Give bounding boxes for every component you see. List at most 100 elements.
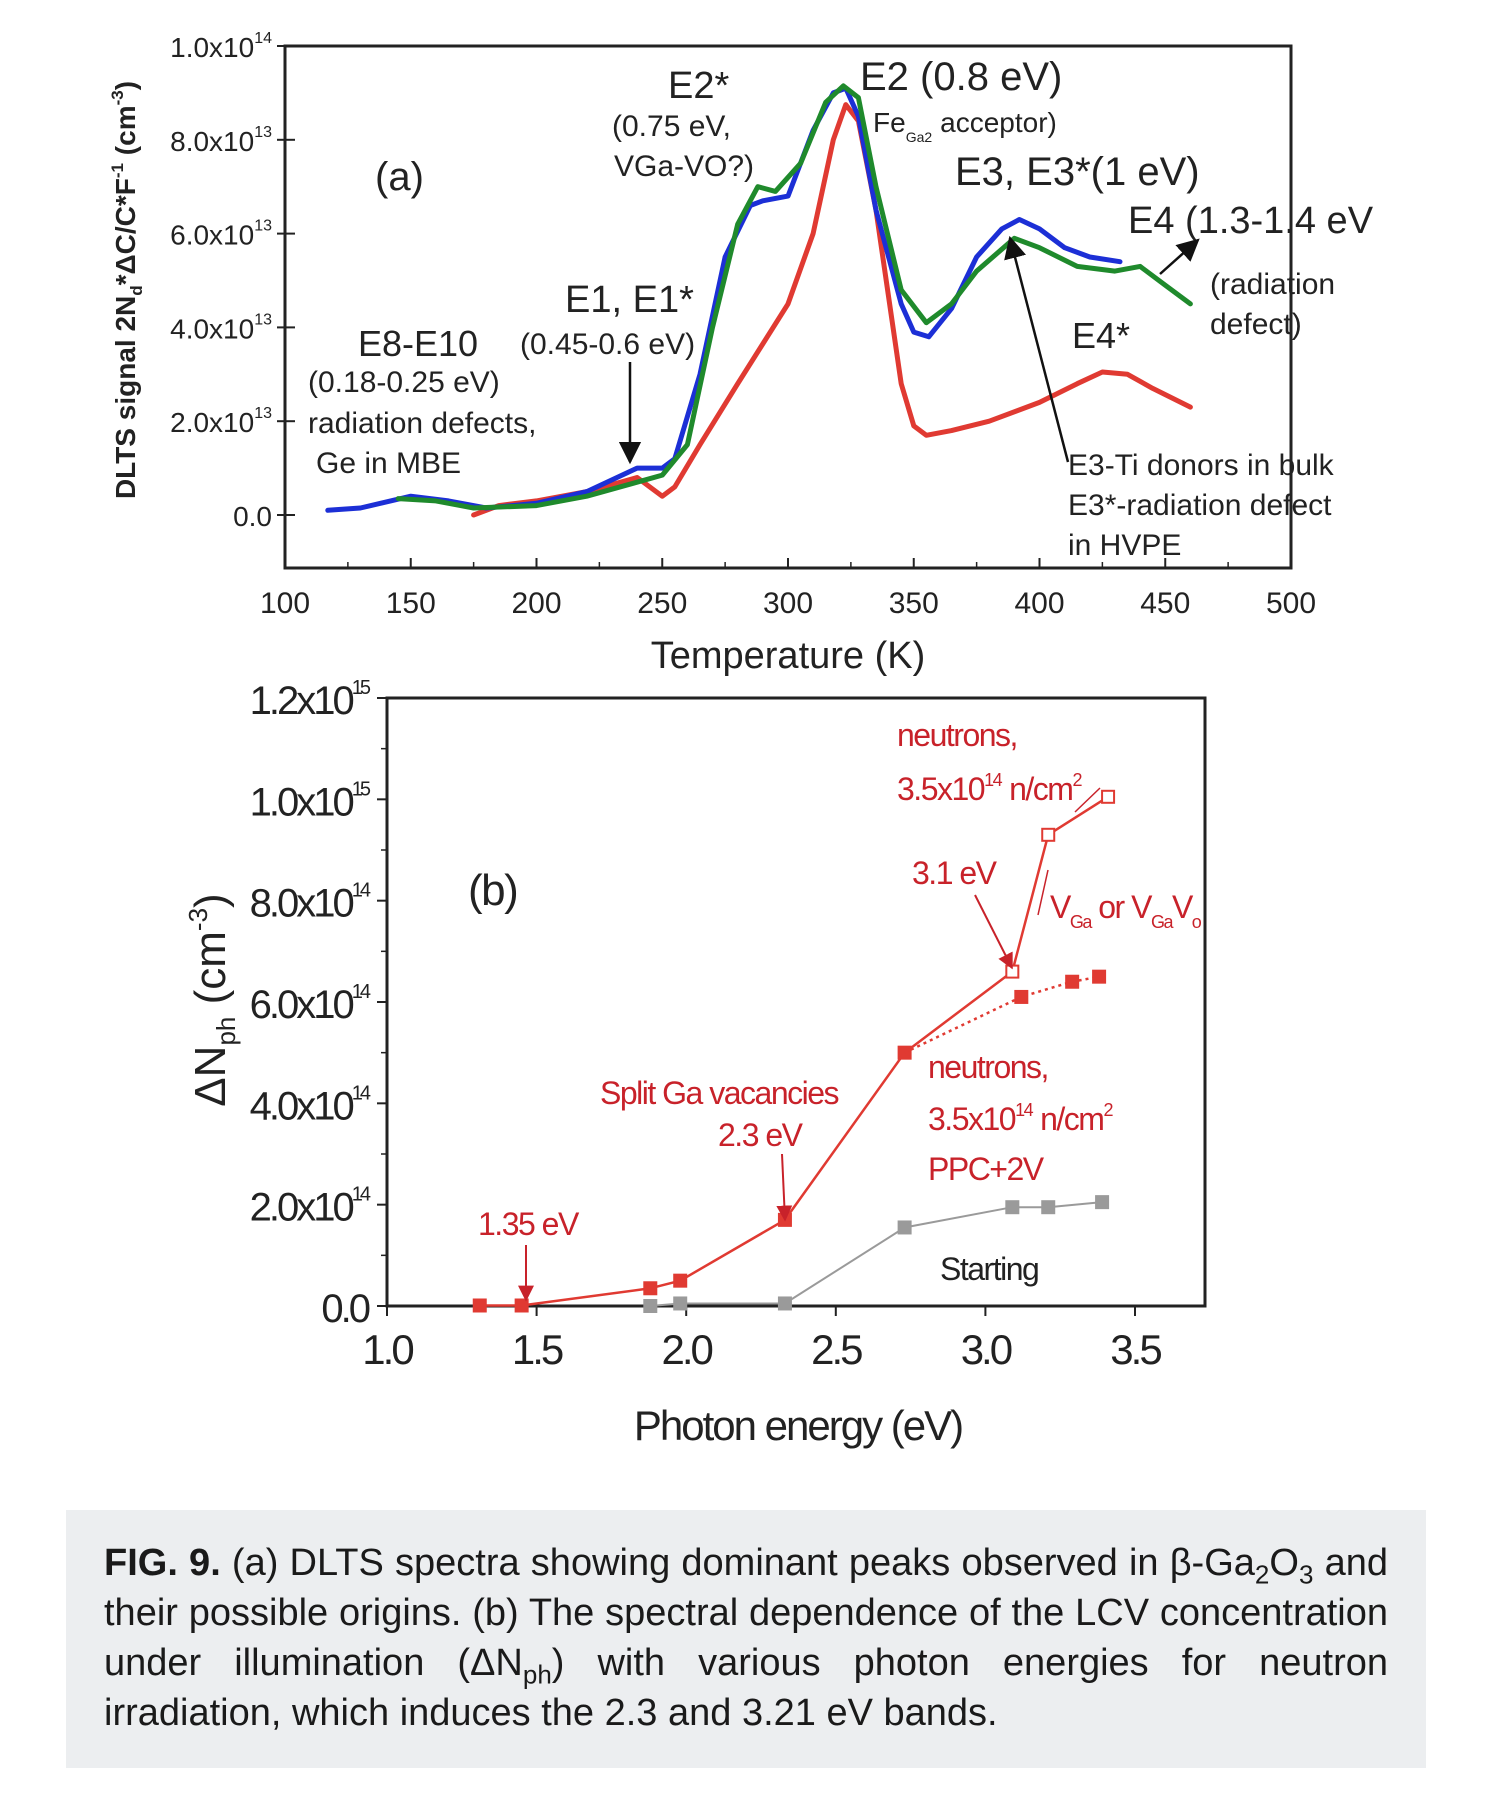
annotation-vga-or-vgavo: VGa or VGaVo (1050, 889, 1202, 932)
series-line-neutrons-ppc-dotted (904, 975, 1100, 1054)
panel-a-x-tick-label: 500 (1266, 587, 1316, 620)
annotation-e3ti-line2: E3*-radiation defect (1068, 489, 1332, 522)
panel-b-y-tick-label: 0.0 (321, 1287, 369, 1331)
annotation-split-ga-vacancies: Split Ga vacancies (600, 1075, 839, 1111)
panel-b-y-tick-label: 4.0x1014 (250, 1082, 371, 1128)
panel-b-x-tick-label: 3.0 (961, 1326, 1012, 1373)
annotation-e1-line1: (0.45-0.6 eV) (520, 328, 695, 361)
annotation-e8-line2: radiation defects, (308, 407, 536, 440)
panel-a-chart: 100 150 200 250 300 350 400 450 500 0.0 2.0x1013 4.… (108, 30, 1374, 677)
panel-b-y-tick-label: 1.0x1015 (250, 778, 371, 824)
panel-b-y-tick-label: 8.0x1014 (250, 880, 371, 926)
data-point-starting (673, 1296, 688, 1311)
panel-a-x-tick-label: 450 (1140, 587, 1190, 620)
annotation-e2star-title: E2* (668, 65, 729, 107)
panel-a-y-tick-label: 4.0x1013 (170, 311, 272, 344)
panel-b-x-tick-label: 2.0 (662, 1326, 713, 1373)
panel-b-x-tick-label: 1.5 (512, 1326, 563, 1373)
data-point-starting (1095, 1195, 1110, 1210)
annotation-2-3-ev: 2.3 eV (718, 1117, 804, 1153)
series-line-neutrons-open (903, 795, 1109, 1054)
figure-canvas: 100 150 200 250 300 350 400 450 500 0.0 2.0x1013 4.… (108, 30, 1374, 1449)
panel-a-x-tick-label: 300 (763, 587, 813, 620)
annotation-e4-title: E4 (1.3-1.4 eV (1128, 200, 1374, 242)
annotation-e4star: E4* (1072, 315, 1130, 356)
data-point-starting (643, 1299, 658, 1313)
data-point-neutrons-ppc (1092, 969, 1107, 984)
leader-vga (1037, 869, 1049, 916)
panel-a-x-tick-label: 200 (511, 587, 561, 620)
annotation-e3ti-line1: E3-Ti donors in bulk (1068, 449, 1335, 482)
series-line-neutrons-ppc (479, 1051, 906, 1307)
annotation-e8-line3: Ge in MBE (316, 447, 461, 480)
annotation-e3-title: E3, E3*(1 eV) (955, 150, 1200, 194)
data-point-neutrons-ppc (1014, 989, 1029, 1004)
caption-text-3: and their possible origins. (b) The spec… (104, 1542, 1388, 1684)
figure-caption: FIG. 9. (a) DLTS spectra showing dominan… (66, 1510, 1426, 1768)
annotation-starting: Starting (940, 1251, 1038, 1287)
data-point-neutrons-ppc (514, 1298, 529, 1313)
panel-b-x-tick-label: 1.0 (362, 1326, 413, 1373)
panel-b-chart: 1.0 1.5 2.0 2.5 3.0 3.5 0.0 2.0x1014 4.0x1014 6.0… (183, 677, 1207, 1449)
annotation-e4-line2: defect) (1210, 308, 1302, 341)
annotation-e2star-line1: (0.75 eV, (612, 110, 731, 143)
data-point-neutrons-ppc (1065, 974, 1080, 989)
caption-sub-2: 3 (1298, 1559, 1314, 1590)
panel-a-ticks: 100 150 200 250 300 350 400 450 500 0.0 2.0x1013 4.… (170, 30, 1316, 620)
panel-a-x-tick-label: 250 (637, 587, 687, 620)
arrow-e4 (1159, 238, 1200, 275)
panel-a-x-tick-label: 400 (1014, 587, 1064, 620)
panel-a-y-axis-label: DLTS signal 2Nd*ΔC/C*F-1 (cm-3) (108, 81, 146, 499)
annotation-3-1-ev: 3.1 eV (912, 855, 998, 891)
data-point-starting (897, 1220, 912, 1235)
panel-a-y-tick-label: 1.0x1014 (170, 30, 272, 63)
data-point-starting (777, 1296, 792, 1311)
leader-neutrons-top (1074, 787, 1101, 813)
data-point-neutrons-ppc (673, 1273, 688, 1288)
panel-b-x-tick-label: 3.5 (1110, 1326, 1161, 1373)
panel-a-x-axis-label: Temperature (K) (651, 635, 926, 677)
panel-a-y-tick-label: 2.0x1013 (170, 405, 272, 438)
arrow-2-3-ev (776, 1153, 793, 1222)
caption-sub-3: ph (522, 1659, 552, 1690)
annotation-e2star-line2: VGa-VO?) (614, 150, 754, 183)
panel-a-y-tick-label: 0.0 (233, 501, 272, 532)
panel-b-x-tick-label: 2.5 (811, 1326, 862, 1373)
panel-a-y-tick-label: 6.0x1013 (170, 218, 272, 251)
caption-fig-number: FIG. 9. (104, 1542, 221, 1584)
data-point-starting (1041, 1200, 1056, 1215)
panel-a-x-tick-label: 150 (386, 587, 436, 620)
panel-b-x-axis-label: Photon energy (eV) (634, 1402, 962, 1449)
caption-sub-1: 2 (1254, 1559, 1270, 1590)
panel-b-y-tick-label: 2.0x1014 (250, 1184, 371, 1230)
series-line-green (395, 83, 1193, 511)
annotation-ppc-2v: PPC+2V (928, 1151, 1045, 1187)
annotation-e1-title: E1, E1* (565, 279, 694, 321)
data-point-neutrons-open (1101, 789, 1116, 804)
panel-b-ticks: 1.0 1.5 2.0 2.5 3.0 3.5 0.0 2.0x1014 4.0x1014 6.0… (250, 677, 1165, 1373)
annotation-neutrons-mid-line2: 3.5x1014 n/cm2 (928, 1100, 1113, 1137)
panel-a-x-tick-label: 100 (260, 587, 310, 620)
annotation-e2-title: E2 (0.8 eV) (860, 55, 1062, 99)
panel-a-y-tick-label: 8.0x1013 (170, 124, 272, 157)
annotation-e4-line1: (radiation (1210, 268, 1335, 301)
annotation-neutrons-top-line1: neutrons, (897, 717, 1017, 753)
annotation-1-35-ev: 1.35 eV (478, 1206, 580, 1242)
data-point-neutrons-open (1041, 827, 1056, 842)
panel-a-x-tick-label: 350 (889, 587, 939, 620)
panel-b-label: (b) (468, 866, 517, 915)
annotation-e8-title: E8-E10 (358, 323, 478, 364)
annotation-e3ti-line3: in HVPE (1068, 529, 1181, 562)
panel-b-y-tick-label: 6.0x1014 (250, 981, 371, 1027)
panel-a-series (325, 83, 1193, 518)
arrow-3-1-ev (974, 894, 1013, 970)
data-point-neutrons-ppc (472, 1298, 487, 1313)
annotation-e2-line2: FeGa2 acceptor) (873, 107, 1057, 145)
panel-b-y-tick-label: 1.2x1015 (250, 677, 371, 723)
annotation-neutrons-mid-line1: neutrons, (928, 1049, 1048, 1085)
data-point-starting (1005, 1200, 1020, 1215)
panel-b-series (472, 789, 1116, 1313)
annotation-e8-line1: (0.18-0.25 eV) (308, 366, 500, 399)
caption-text-2: O (1269, 1542, 1299, 1584)
data-point-neutrons-ppc (643, 1281, 658, 1296)
